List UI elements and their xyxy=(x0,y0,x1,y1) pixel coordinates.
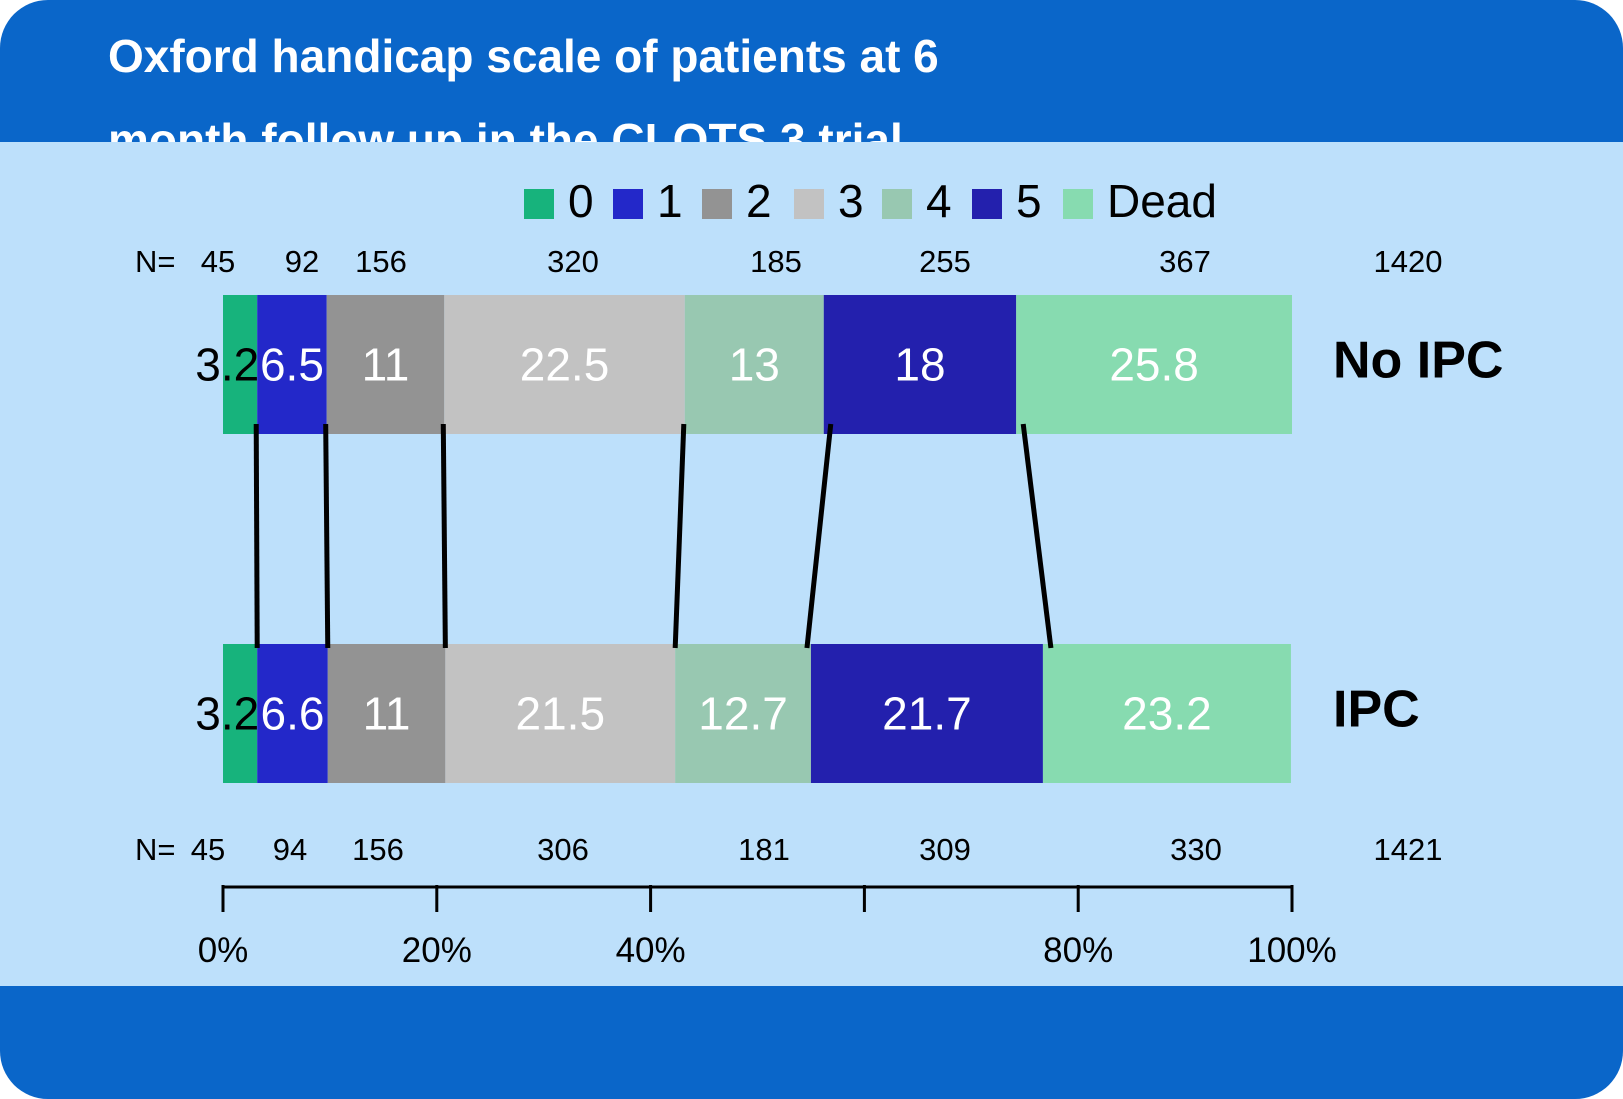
value-label-ipc-0: 3.2 xyxy=(195,688,259,740)
n-count-no-ipc-0: 45 xyxy=(201,244,235,279)
legend-swatch-0 xyxy=(524,189,554,219)
x-tick-label-0: 0% xyxy=(198,931,249,970)
value-label-ipc-3: 21.5 xyxy=(516,688,606,740)
legend-swatch-1 xyxy=(613,189,643,219)
bar-segment-no-ipc-dead xyxy=(1016,295,1292,434)
value-label-no-ipc-3: 22.5 xyxy=(520,339,610,391)
legend-swatch-5 xyxy=(972,189,1002,219)
bar-segment-no-ipc-2 xyxy=(326,295,445,434)
n-count-ipc-5: 309 xyxy=(919,832,971,867)
x-tick-label-20: 20% xyxy=(402,931,472,970)
n-count-ipc-dead: 330 xyxy=(1170,832,1222,867)
group-label-no-ipc: No IPC xyxy=(1333,332,1503,390)
n-count-no-ipc-4: 185 xyxy=(750,244,802,279)
connector-line-1 xyxy=(253,423,260,649)
connector-line-6 xyxy=(804,423,834,649)
n-count-no-ipc-2: 156 xyxy=(355,244,407,279)
bar-segment-no-ipc-3 xyxy=(444,295,685,434)
n-count-ipc-1: 94 xyxy=(273,832,307,867)
value-label-no-ipc-dead: 25.8 xyxy=(1109,339,1199,391)
bar-segment-ipc-dead xyxy=(1042,644,1291,783)
n-count-no-ipc-5: 255 xyxy=(919,244,971,279)
legend-label-3: 3 xyxy=(838,175,864,227)
n-count-ipc-4: 181 xyxy=(738,832,790,867)
x-tick-label-100: 100% xyxy=(1247,931,1337,970)
bar-segment-ipc-5 xyxy=(810,644,1043,783)
value-label-no-ipc-2: 11 xyxy=(362,339,410,391)
bar-segment-ipc-4 xyxy=(675,644,811,783)
value-label-ipc-2: 11 xyxy=(363,688,411,740)
legend-swatch-2 xyxy=(702,189,732,219)
n-prefix-no-ipc: N= xyxy=(135,244,176,279)
n-count-ipc-2: 156 xyxy=(352,832,404,867)
n-total-no-ipc: 1420 xyxy=(1374,244,1443,279)
legend-label-1: 1 xyxy=(657,175,683,227)
legend-label-4: 4 xyxy=(926,175,952,227)
legend-label-dead: Dead xyxy=(1107,175,1217,227)
bar-segment-ipc-1 xyxy=(257,644,328,783)
value-label-ipc-4: 12.7 xyxy=(698,688,788,740)
value-label-no-ipc-4: 13 xyxy=(729,339,780,391)
legend-swatch-3 xyxy=(794,189,824,219)
value-label-no-ipc-0: 3.2 xyxy=(195,339,259,391)
x-tick-label-80: 80% xyxy=(1043,931,1113,970)
chart-panel: 0 1 2 3 4 5 Dead 3.2 6.5 11 22.5 13 18 25.8 No IPC N= 45… xyxy=(0,142,1623,986)
chart-title: Oxford handicap scale of patients at 6 m… xyxy=(108,14,1108,182)
n-total-ipc: 1421 xyxy=(1374,832,1443,867)
connector-line-7 xyxy=(1020,423,1054,649)
connector-line-2 xyxy=(323,423,331,649)
n-count-ipc-3: 306 xyxy=(537,832,589,867)
value-label-no-ipc-1: 6.5 xyxy=(260,339,324,391)
value-label-no-ipc-5: 18 xyxy=(894,339,945,391)
legend-label-0: 0 xyxy=(568,175,594,227)
value-label-ipc-1: 6.6 xyxy=(261,688,325,740)
x-tick-label-40: 40% xyxy=(616,931,686,970)
bar-segment-no-ipc-4 xyxy=(684,295,824,434)
legend-label-2: 2 xyxy=(746,175,772,227)
chart-title-line-1: Oxford handicap scale of patients at 6 xyxy=(108,30,939,82)
bar-segment-ipc-2 xyxy=(327,644,446,783)
n-count-no-ipc-1: 92 xyxy=(285,244,319,279)
connector-line-3 xyxy=(440,423,448,649)
n-count-no-ipc-dead: 367 xyxy=(1159,244,1211,279)
legend-label-5: 5 xyxy=(1016,175,1042,227)
n-count-ipc-0: 45 xyxy=(191,832,225,867)
bar-segment-no-ipc-5 xyxy=(823,295,1017,434)
value-label-ipc-dead: 23.2 xyxy=(1122,688,1212,740)
group-label-ipc: IPC xyxy=(1333,681,1420,739)
bar-segment-ipc-3 xyxy=(445,644,676,783)
legend-swatch-4 xyxy=(882,189,912,219)
connector-line-4 xyxy=(672,423,687,649)
value-label-ipc-5: 21.7 xyxy=(882,688,972,740)
bar-segment-no-ipc-1 xyxy=(257,295,327,434)
n-prefix-ipc: N= xyxy=(135,832,176,867)
n-count-no-ipc-3: 320 xyxy=(547,244,599,279)
bar-segment-ipc-0 xyxy=(223,644,258,783)
bar-segment-no-ipc-0 xyxy=(223,295,258,434)
legend-swatch-dead xyxy=(1063,189,1093,219)
